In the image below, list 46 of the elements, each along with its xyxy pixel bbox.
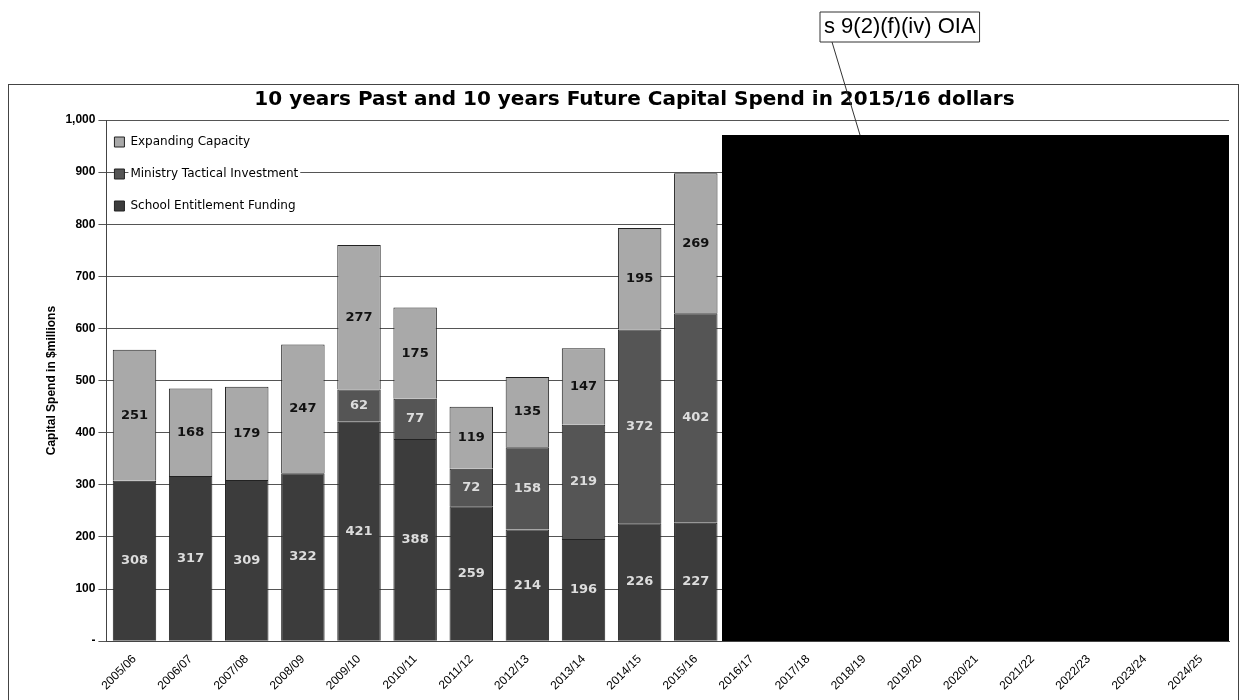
text: s 9(2)(f)(iv) OIA <box>824 13 976 39</box>
y-tick-label: 300 <box>75 477 96 492</box>
data-label: 421 <box>345 522 373 538</box>
y-tick-label: 500 <box>75 372 96 387</box>
y-tick-label: - <box>91 633 96 648</box>
legend-label: Expanding Capacity <box>130 134 251 149</box>
data-label: 227 <box>682 573 710 589</box>
data-label: 259 <box>457 564 485 580</box>
y-tick-label: 900 <box>75 164 96 179</box>
y-tick-label: 100 <box>75 581 96 596</box>
data-label: 269 <box>682 234 710 250</box>
y-tick-label: 600 <box>75 320 96 335</box>
data-label: 251 <box>120 406 149 422</box>
data-label: 309 <box>233 551 261 567</box>
data-label: 135 <box>513 403 541 419</box>
y-tick-label: 700 <box>75 268 96 283</box>
data-label: 388 <box>401 531 429 547</box>
y-tick-label: 1,000 <box>65 112 96 127</box>
data-label: 308 <box>120 552 149 568</box>
data-label: 196 <box>569 581 598 597</box>
data-label: 277 <box>345 308 373 324</box>
data-label: 322 <box>289 548 317 564</box>
data-label: 317 <box>177 549 205 565</box>
data-label: 147 <box>569 377 598 393</box>
data-label: 219 <box>569 473 598 489</box>
chart-title: 10 years Past and 10 years Future Capital Spend in 2015/16 dollars <box>254 86 1015 111</box>
legend-label: Ministry Tactical Investment <box>130 166 299 181</box>
legend-label: School Entitlement Funding <box>130 198 296 213</box>
data-label: 168 <box>177 423 205 439</box>
data-label: 247 <box>289 400 317 416</box>
data-label: 372 <box>626 417 654 433</box>
data-label: 158 <box>513 479 541 495</box>
data-label: 119 <box>457 429 485 445</box>
y-tick-label: 200 <box>75 529 96 544</box>
data-label: 195 <box>626 270 654 286</box>
data-label: 62 <box>349 396 369 412</box>
data-label: 214 <box>513 576 541 592</box>
data-label: 179 <box>233 424 261 440</box>
data-label: 175 <box>401 344 429 360</box>
y-axis-title: Capital Spend in $millions <box>43 305 58 456</box>
data-label: 77 <box>406 410 425 426</box>
y-tick-label: 400 <box>75 425 96 439</box>
data-label: 226 <box>626 573 654 589</box>
data-label: 402 <box>682 409 710 425</box>
data-label: 72 <box>462 478 481 494</box>
y-tick-label: 800 <box>75 216 96 231</box>
